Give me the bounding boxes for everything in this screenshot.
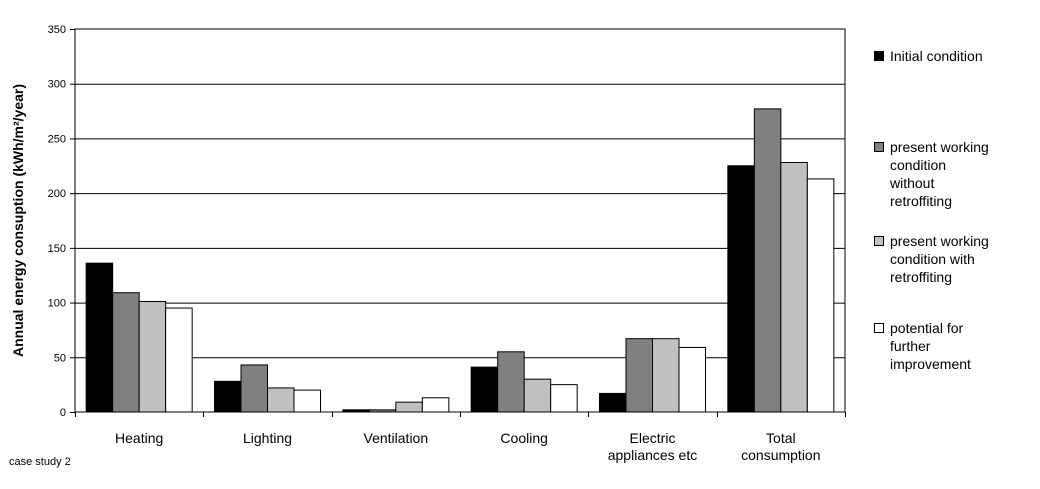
y-tick-label: 50 xyxy=(54,352,66,364)
bar-series-4 xyxy=(806,178,835,413)
legend-label-2: retroffiting xyxy=(890,193,952,209)
footnote: case study 2 xyxy=(9,456,71,468)
legend-label-4: further xyxy=(890,338,931,354)
bar-series-1 xyxy=(727,165,755,413)
bar-series-3 xyxy=(652,338,680,413)
bar-series-1 xyxy=(470,366,499,413)
bar-series-3 xyxy=(138,300,167,413)
legend-label-2: without xyxy=(889,175,934,191)
bar-series-4 xyxy=(550,384,578,413)
x-category-label: Cooling xyxy=(500,430,547,446)
legend-swatch-1 xyxy=(874,51,884,61)
bar-series-2 xyxy=(625,338,653,413)
y-tick-label: 300 xyxy=(48,79,66,91)
bar-series-4 xyxy=(165,307,193,413)
y-tick-label: 100 xyxy=(48,298,66,310)
bar-series-3 xyxy=(267,387,295,413)
y-axis-title: Annual energy consuption (kWh/m²/year) xyxy=(10,84,26,357)
x-category-label: Ventilation xyxy=(364,430,429,446)
y-tick-label: 150 xyxy=(48,243,66,255)
bar-series-2 xyxy=(112,292,140,413)
legend-swatch-3 xyxy=(874,236,884,246)
legend-label-2: condition xyxy=(890,157,946,173)
legend-label-4: potential for xyxy=(890,320,963,336)
bar-series-1 xyxy=(342,409,370,413)
bar-series-2 xyxy=(753,108,782,413)
x-category-label: Total xyxy=(766,430,796,446)
y-tick-label: 200 xyxy=(48,188,66,200)
bar-series-1 xyxy=(85,262,114,413)
bar-series-4 xyxy=(678,346,706,413)
legend-label-4: improvement xyxy=(890,356,971,372)
y-tick-label: 0 xyxy=(60,407,66,419)
y-tick-label: 350 xyxy=(48,24,66,36)
y-tick-label: 250 xyxy=(48,133,66,145)
bar-series-3 xyxy=(523,378,552,413)
bar-series-3 xyxy=(395,401,423,413)
legend-swatch-4 xyxy=(874,323,884,333)
x-category-label: Heating xyxy=(115,430,163,446)
bar-series-2 xyxy=(368,409,397,413)
bar-series-2 xyxy=(497,351,525,413)
legend-label-2: present working xyxy=(890,139,989,155)
bar-series-3 xyxy=(780,162,808,413)
legend-label-1: Initial condition xyxy=(890,48,983,64)
legend-label-3: present working xyxy=(890,233,989,249)
x-category-label: Lighting xyxy=(243,430,292,446)
legend-label-3: condition with xyxy=(890,251,975,267)
x-category-label: consumption xyxy=(741,447,820,463)
x-category-label: Electric xyxy=(630,430,676,446)
bar-series-4 xyxy=(421,397,450,413)
bar-series-4 xyxy=(293,389,321,413)
bar-series-1 xyxy=(599,392,627,413)
bar-series-2 xyxy=(240,364,268,413)
bar-series-1 xyxy=(214,380,242,413)
x-category-label: appliances etc xyxy=(608,447,698,463)
legend-swatch-2 xyxy=(874,142,884,152)
legend-label-3: retroffiting xyxy=(890,269,952,285)
